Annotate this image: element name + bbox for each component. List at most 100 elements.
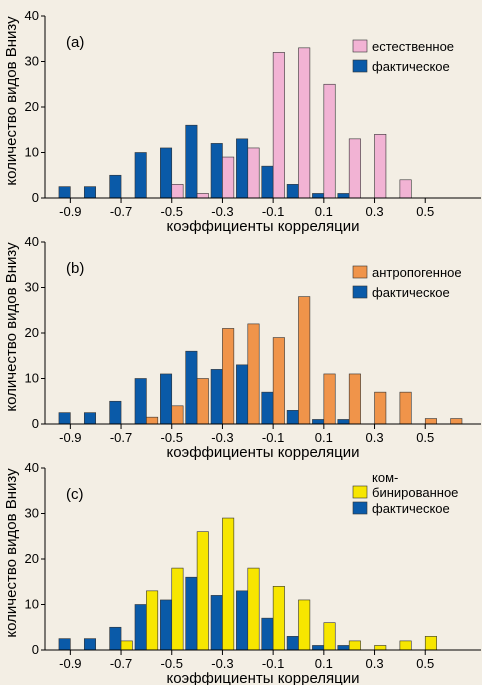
legend: естественное фактическое	[352, 39, 454, 74]
bar-actual	[83, 638, 96, 651]
bar-actual	[160, 147, 173, 199]
bar-actual	[337, 193, 350, 199]
bar-combined	[323, 622, 336, 651]
bar-natural	[323, 83, 336, 199]
bar-actual	[210, 143, 223, 199]
bar-combined	[120, 640, 133, 651]
y-tick-label: 20	[25, 551, 39, 566]
y-tick-label: 40	[25, 460, 39, 475]
legend-label: фактическое	[372, 59, 450, 74]
x-tick-label: 0.1	[315, 204, 333, 219]
legend-swatch-actual	[352, 59, 368, 73]
y-tick-label: 30	[25, 280, 39, 295]
x-tick-label: -0.3	[211, 656, 233, 671]
y-axis-title: количество видов Внизу	[3, 468, 20, 638]
panel-label: (a)	[66, 34, 84, 51]
bar-actual	[185, 576, 198, 651]
x-tick-label: 0.5	[416, 656, 434, 671]
bar-actual	[58, 186, 71, 199]
x-axis-title: коэффициенты корреляции	[166, 670, 359, 685]
x-tick-label: 0.5	[416, 204, 434, 219]
x-tick-label: -0.9	[59, 656, 81, 671]
x-tick-label: -0.7	[110, 430, 132, 445]
x-tick-label: -0.5	[161, 204, 183, 219]
y-tick-label: 20	[25, 325, 39, 340]
x-tick-label: 0.5	[416, 430, 434, 445]
legend-swatch-actual	[352, 501, 368, 515]
bar-natural	[272, 52, 285, 199]
y-axis-title: количество видов Внизу	[3, 16, 20, 186]
bar-actual	[134, 152, 147, 199]
bar-actual	[134, 604, 147, 651]
bar-combined	[272, 585, 285, 651]
y-tick-label: 40	[25, 234, 39, 249]
legend-label: ком-	[372, 470, 398, 485]
bar-actual	[261, 165, 274, 199]
y-tick-label: 0	[32, 416, 39, 431]
panel-2: 0 10 20 30 40 -0.9 -0.7 -0.5 -0.3 -0.1 0.1 0.3 0.5 ко…	[3, 234, 481, 461]
y-tick-label: 10	[25, 597, 39, 612]
y-tick-label: 30	[25, 54, 39, 69]
bar-combined	[146, 590, 159, 651]
legend-label: фактическое	[372, 285, 450, 300]
legend-swatch-natural	[352, 39, 368, 53]
bar-natural	[374, 134, 387, 199]
bar-combined	[374, 645, 387, 651]
panel-1: 0 10 20 30 40 -0.9 -0.7 -0.5 -0.3 -0.1 0.1 0.3 0.5 ко…	[3, 8, 481, 235]
bar-natural	[222, 156, 235, 199]
bar-natural	[298, 47, 311, 199]
bar-actual	[58, 412, 71, 425]
bar-combined	[171, 567, 184, 651]
x-tick-label: -0.1	[262, 204, 284, 219]
bar-anthropogenic	[348, 373, 361, 425]
bar-actual	[160, 373, 173, 425]
panel-label: (c)	[66, 486, 84, 503]
bar-anthropogenic	[450, 418, 463, 425]
bar-anthropogenic	[323, 373, 336, 425]
x-tick-label: 0.3	[365, 204, 383, 219]
bar-combined	[247, 567, 260, 651]
bar-anthropogenic	[222, 328, 235, 425]
bar-anthropogenic	[374, 391, 387, 425]
legend-label: бинированное	[372, 485, 458, 500]
bar-combined	[196, 531, 209, 651]
bar-actual	[236, 138, 249, 199]
bar-anthropogenic	[247, 323, 260, 425]
panel-3: 0 10 20 30 40 -0.9 -0.7 -0.5 -0.3 -0.1 0.1 0.3 0.5 ко…	[3, 460, 481, 685]
bar-anthropogenic	[424, 418, 437, 425]
bar-anthropogenic	[298, 296, 311, 425]
legend-swatch-actual	[352, 285, 368, 299]
x-tick-label: -0.1	[262, 430, 284, 445]
y-axis-title: количество видов Внизу	[3, 242, 20, 412]
bar-actual	[236, 364, 249, 425]
x-tick-label: 0.3	[365, 430, 383, 445]
bar-actual	[109, 174, 122, 199]
x-tick-label: -0.3	[211, 204, 233, 219]
legend-swatch-combined	[352, 485, 368, 499]
bar-natural	[348, 138, 361, 199]
bar-actual	[312, 645, 325, 651]
bar-actual	[185, 124, 198, 199]
x-tick-label: -0.3	[211, 430, 233, 445]
x-tick-label: -0.5	[161, 656, 183, 671]
y-tick-label: 10	[25, 371, 39, 386]
bar-actual	[160, 599, 173, 651]
bar-actual	[83, 412, 96, 425]
bar-combined	[298, 599, 311, 651]
x-tick-label: -0.1	[262, 656, 284, 671]
bar-actual	[286, 184, 299, 199]
bar-anthropogenic	[196, 378, 209, 425]
legend-label: антропогенное	[372, 265, 462, 280]
bar-actual	[337, 645, 350, 651]
bar-anthropogenic	[146, 416, 159, 425]
x-axis-title: коэффициенты корреляции	[166, 218, 359, 235]
bar-combined	[348, 640, 361, 651]
y-tick-label: 10	[25, 145, 39, 160]
panel-label: (b)	[66, 260, 84, 277]
bar-anthropogenic	[171, 405, 184, 425]
legend-label: естественное	[372, 39, 454, 54]
bar-actual	[185, 350, 198, 425]
